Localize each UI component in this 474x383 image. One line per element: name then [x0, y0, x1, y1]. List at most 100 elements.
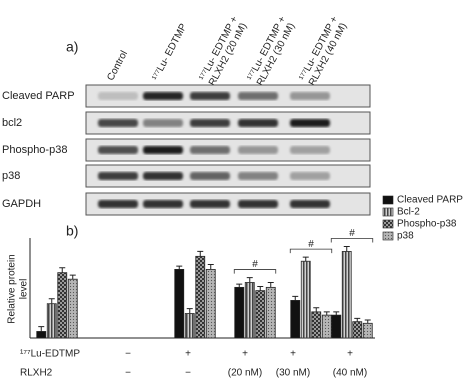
significance-label: #	[308, 239, 314, 250]
error-bar	[323, 311, 330, 316]
error-bar	[364, 319, 371, 324]
error-bar	[236, 283, 243, 288]
lane-label: ¹⁷⁷Lu- EDTMP	[150, 22, 189, 83]
treatment-value: (30 nM)	[276, 368, 310, 379]
bar-pattern	[206, 269, 216, 338]
panel-label: b)	[66, 223, 78, 239]
y-label-line: level	[19, 279, 30, 300]
blot-band	[98, 119, 138, 127]
lane-header: ¹⁷⁷Lu- EDTMP +RLXH2 (40 nM)	[297, 14, 349, 87]
blot-row-label: Cleaved PARP	[2, 90, 75, 102]
treatment-value: +	[242, 349, 248, 360]
blot-band	[190, 146, 230, 154]
treatment-value: −	[125, 349, 131, 360]
treatment-value: (40 nM)	[333, 368, 367, 379]
blot-band	[238, 92, 278, 100]
bar-pattern	[363, 323, 373, 338]
bar	[36, 331, 47, 339]
treatment-value: (20 nM)	[228, 368, 262, 379]
blot-band	[143, 92, 183, 100]
blot-band	[143, 146, 183, 154]
blot-row-label: Phospho-p38	[2, 144, 67, 156]
error-bar	[207, 264, 214, 270]
lane-header: Control	[105, 49, 130, 83]
blot-row-label: bcl2	[2, 117, 22, 129]
bar-pattern	[68, 279, 78, 338]
blot-band	[98, 200, 138, 208]
error-bar	[292, 295, 299, 301]
error-bar	[48, 298, 55, 304]
legend-swatch-pattern	[383, 208, 393, 216]
y-label-line: Relative protein	[7, 254, 18, 323]
blot-band	[290, 92, 330, 100]
error-bar	[176, 265, 183, 270]
error-bar	[59, 267, 66, 273]
treatment-value: +	[290, 349, 296, 360]
significance-label: #	[252, 259, 258, 270]
blot-band	[290, 146, 330, 154]
legend-swatch	[382, 195, 394, 205]
panel-label: a)	[66, 39, 78, 55]
bar-pattern	[352, 321, 362, 338]
significance-bracket	[289, 248, 333, 254]
treatment-label: RLXH2	[20, 368, 53, 379]
error-bar	[333, 311, 340, 316]
legend-label: Phospho-p38	[397, 219, 457, 230]
error-bar	[267, 281, 274, 288]
blot-band	[190, 172, 230, 180]
bar	[290, 300, 301, 339]
error-bar	[302, 256, 309, 262]
significance-label: #	[349, 228, 355, 239]
bar	[234, 286, 245, 339]
bar-pattern	[185, 313, 195, 338]
lane-header: ¹⁷⁷Lu- EDTMP	[150, 22, 189, 83]
lane-header: ¹⁷⁷Lu- EDTMP +RLXH2 (30 nM)	[245, 14, 297, 87]
blot-band	[190, 119, 230, 127]
error-bar	[257, 286, 264, 291]
blot-band	[143, 119, 183, 127]
bar-pattern	[195, 256, 205, 338]
legend-label: Cleaved PARP	[397, 195, 463, 206]
bar-pattern	[311, 311, 321, 338]
y-axis-label: Relative protein level	[7, 254, 30, 323]
bar-pattern	[47, 303, 57, 338]
legend-label: Bcl-2	[397, 207, 420, 218]
bar-pattern	[342, 251, 352, 338]
blot-band	[190, 92, 230, 100]
bar-pattern	[245, 282, 255, 338]
bar-pattern	[57, 272, 67, 338]
bar	[331, 314, 342, 339]
legend-swatch-pattern	[383, 220, 393, 228]
blot-band	[98, 92, 138, 100]
bar	[174, 268, 185, 339]
bar-pattern	[301, 261, 311, 338]
blot-band	[238, 146, 278, 154]
legend-swatch-pattern	[383, 232, 393, 240]
lane-header: ¹⁷⁷Lu- EDTMP +RLXH2 (20 nM)	[197, 14, 249, 87]
treatment-value: −	[185, 368, 191, 379]
blot-band	[238, 200, 278, 208]
blot-row-label: GAPDH	[2, 198, 41, 210]
blot-band	[290, 119, 330, 127]
blot-band	[143, 200, 183, 208]
bar-pattern	[322, 315, 332, 338]
blot-band	[143, 172, 183, 180]
bar-pattern	[266, 287, 276, 338]
blot-band	[98, 146, 138, 154]
bar-pattern	[255, 290, 265, 338]
blot-row-label: p38	[2, 170, 20, 182]
error-bar	[186, 308, 193, 314]
significance-bracket	[330, 238, 374, 243]
error-bar	[313, 307, 320, 312]
error-bar	[197, 250, 204, 257]
treatment-value: −	[125, 368, 131, 379]
error-bar	[69, 274, 76, 280]
blot-band	[290, 172, 330, 180]
blot-band	[238, 119, 278, 127]
legend-label: p38	[397, 231, 414, 242]
blot-band	[98, 172, 138, 180]
blot-band	[190, 200, 230, 208]
error-bar	[246, 277, 253, 283]
lane-label: Control	[105, 49, 130, 83]
error-bar	[38, 326, 45, 332]
